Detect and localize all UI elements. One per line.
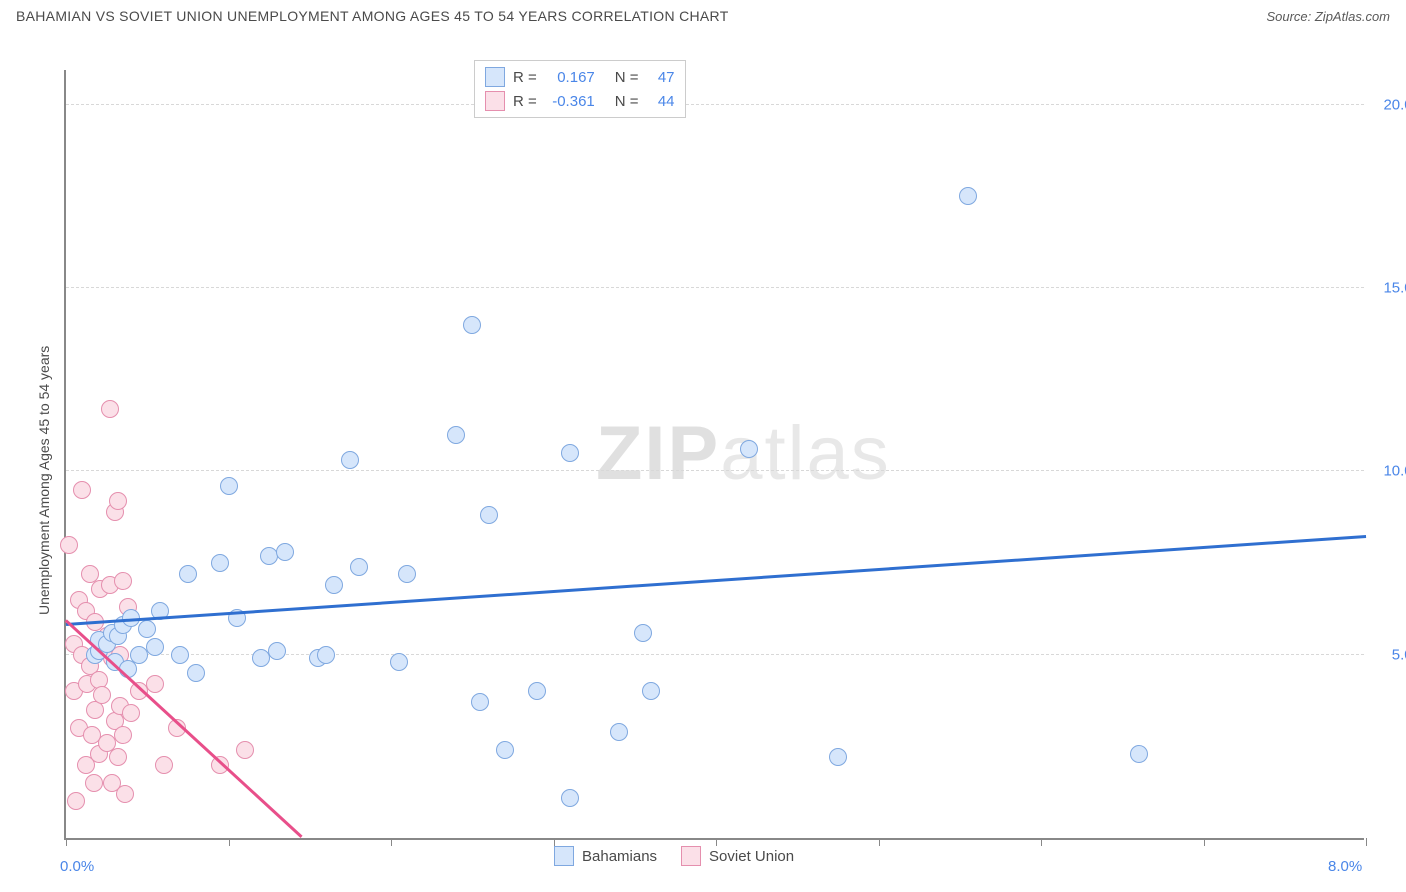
y-tick-label: 15.0% xyxy=(1383,280,1406,297)
x-tick xyxy=(66,838,67,846)
scatter-point xyxy=(341,451,359,469)
x-tick xyxy=(229,838,230,846)
correlation-stats-box: R = 0.167 N = 47 R = -0.361 N = 44 xyxy=(474,60,686,118)
stats-n-label: N = xyxy=(615,93,639,110)
scatter-point xyxy=(642,682,660,700)
scatter-point xyxy=(146,638,164,656)
stats-row: R = -0.361 N = 44 xyxy=(485,89,675,113)
y-tick-label: 5.0% xyxy=(1392,646,1406,663)
stats-n-value: 44 xyxy=(647,93,675,110)
scatter-point xyxy=(101,400,119,418)
legend-label: Soviet Union xyxy=(709,848,794,865)
stats-r-value: 0.167 xyxy=(545,69,595,86)
scatter-point xyxy=(390,653,408,671)
scatter-point xyxy=(220,477,238,495)
scatter-point xyxy=(463,316,481,334)
scatter-point xyxy=(252,649,270,667)
x-tick xyxy=(1041,838,1042,846)
legend-label: Bahamians xyxy=(582,848,657,865)
legend-swatch xyxy=(554,846,574,866)
scatter-point xyxy=(155,756,173,774)
trend-line xyxy=(66,535,1366,625)
scatter-point xyxy=(1130,745,1148,763)
legend-swatch xyxy=(681,846,701,866)
chart-header: BAHAMIAN VS SOVIET UNION UNEMPLOYMENT AM… xyxy=(0,0,1406,30)
scatter-point xyxy=(211,554,229,572)
grid-line xyxy=(66,470,1364,471)
scatter-point xyxy=(496,741,514,759)
scatter-point xyxy=(447,426,465,444)
x-end-label: 8.0% xyxy=(1328,858,1362,875)
scatter-point xyxy=(959,187,977,205)
x-tick xyxy=(554,838,555,846)
y-tick-label: 20.0% xyxy=(1383,96,1406,113)
scatter-point xyxy=(130,646,148,664)
x-tick xyxy=(1204,838,1205,846)
scatter-point xyxy=(276,543,294,561)
scatter-point xyxy=(471,693,489,711)
watermark-bold: ZIP xyxy=(596,411,720,496)
scatter-point xyxy=(740,440,758,458)
plot-area: ZIPatlas 5.0%10.0%15.0%20.0% xyxy=(64,70,1364,840)
scatter-point xyxy=(93,686,111,704)
x-origin-label: 0.0% xyxy=(60,858,94,875)
x-tick xyxy=(1366,838,1367,846)
y-tick-label: 10.0% xyxy=(1383,463,1406,480)
scatter-point xyxy=(85,774,103,792)
grid-line xyxy=(66,104,1364,105)
scatter-point xyxy=(67,792,85,810)
series-swatch xyxy=(485,91,505,111)
stats-row: R = 0.167 N = 47 xyxy=(485,65,675,89)
chart-title: BAHAMIAN VS SOVIET UNION UNEMPLOYMENT AM… xyxy=(16,8,729,24)
scatter-point xyxy=(60,536,78,554)
x-tick xyxy=(716,838,717,846)
scatter-point xyxy=(325,576,343,594)
legend-item: Bahamians xyxy=(554,846,657,866)
x-tick xyxy=(391,838,392,846)
scatter-point xyxy=(138,620,156,638)
scatter-point xyxy=(179,565,197,583)
scatter-point xyxy=(317,646,335,664)
y-axis-label: Unemployment Among Ages 45 to 54 years xyxy=(36,346,52,615)
scatter-point xyxy=(73,481,91,499)
stats-r-label: R = xyxy=(513,93,537,110)
scatter-point xyxy=(114,572,132,590)
scatter-point xyxy=(561,444,579,462)
bottom-legend: Bahamians Soviet Union xyxy=(554,846,794,866)
scatter-point xyxy=(398,565,416,583)
scatter-point xyxy=(109,748,127,766)
scatter-point xyxy=(829,748,847,766)
source-attribution: Source: ZipAtlas.com xyxy=(1266,9,1390,24)
scatter-point xyxy=(114,726,132,744)
scatter-point xyxy=(122,704,140,722)
scatter-point xyxy=(109,492,127,510)
scatter-point xyxy=(350,558,368,576)
scatter-point xyxy=(146,675,164,693)
scatter-point xyxy=(561,789,579,807)
scatter-point xyxy=(634,624,652,642)
stats-n-label: N = xyxy=(615,69,639,86)
grid-line xyxy=(66,287,1364,288)
scatter-point xyxy=(268,642,286,660)
scatter-point xyxy=(528,682,546,700)
scatter-point xyxy=(171,646,189,664)
stats-r-label: R = xyxy=(513,69,537,86)
scatter-point xyxy=(260,547,278,565)
stats-n-value: 47 xyxy=(647,69,675,86)
series-swatch xyxy=(485,67,505,87)
legend-item: Soviet Union xyxy=(681,846,794,866)
stats-r-value: -0.361 xyxy=(545,93,595,110)
scatter-point xyxy=(610,723,628,741)
scatter-point xyxy=(236,741,254,759)
x-tick xyxy=(879,838,880,846)
scatter-point xyxy=(187,664,205,682)
scatter-point xyxy=(116,785,134,803)
scatter-point xyxy=(480,506,498,524)
